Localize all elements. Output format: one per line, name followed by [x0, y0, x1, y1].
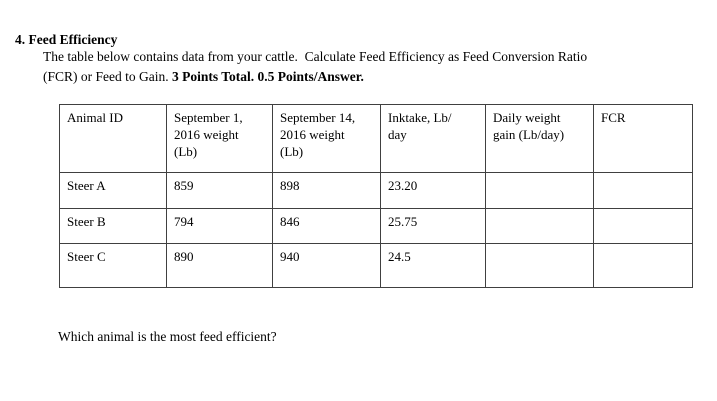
question-text: Which animal is the most feed efficient?: [58, 329, 277, 344]
cell-intake: 24.5: [380, 243, 486, 288]
section-heading: 4. Feed Efficiency: [15, 32, 118, 47]
cell-daily-gain-answer: [485, 208, 594, 244]
column-header-fcr: FCR: [593, 104, 693, 173]
cell-intake: 23.20: [380, 172, 486, 209]
cell-sep14-weight: 898: [272, 172, 381, 209]
intro-line-2-points-note: 3 Points Total. 0.5 Points/Answer.: [172, 69, 364, 84]
cell-animal-id: Steer B: [59, 208, 167, 244]
intro-line-2: (FCR) or Feed to Gain. 3 Points Total. 0…: [43, 67, 587, 87]
cell-fcr-answer: [593, 172, 693, 209]
cell-animal-id: Steer C: [59, 243, 167, 288]
header-row: Animal ID September 1, 2016 weight (Lb) …: [59, 104, 693, 173]
cell-sep1-weight: 890: [166, 243, 273, 288]
cell-daily-gain-answer: [485, 172, 594, 209]
cell-intake: 25.75: [380, 208, 486, 244]
table-row-steer-a: Steer A 859 898 23.20: [59, 172, 693, 209]
table-row-steer-b: Steer B 794 846 25.75: [59, 208, 693, 244]
column-header-daily-gain: Daily weight gain (Lb/day): [485, 104, 594, 173]
column-header-animal-id: Animal ID: [59, 104, 167, 173]
cell-sep1-weight: 859: [166, 172, 273, 209]
cell-sep14-weight: 846: [272, 208, 381, 244]
cell-animal-id: Steer A: [59, 172, 167, 209]
intro-line-2-regular: (FCR) or Feed to Gain.: [43, 69, 172, 84]
cattle-data-table: Animal ID September 1, 2016 weight (Lb) …: [59, 104, 693, 288]
cell-fcr-answer: [593, 208, 693, 244]
column-header-sep1-weight: September 1, 2016 weight (Lb): [166, 104, 273, 173]
cell-sep1-weight: 794: [166, 208, 273, 244]
column-header-sep14-weight: September 14, 2016 weight (Lb): [272, 104, 381, 173]
intro-paragraph: The table below contains data from your …: [43, 47, 587, 87]
cell-sep14-weight: 940: [272, 243, 381, 288]
cell-daily-gain-answer: [485, 243, 594, 288]
column-header-intake: Inktake, Lb/ day: [380, 104, 486, 173]
cell-fcr-answer: [593, 243, 693, 288]
table-row-steer-c: Steer C 890 940 24.5: [59, 243, 693, 288]
intro-line-1: The table below contains data from your …: [43, 49, 588, 64]
